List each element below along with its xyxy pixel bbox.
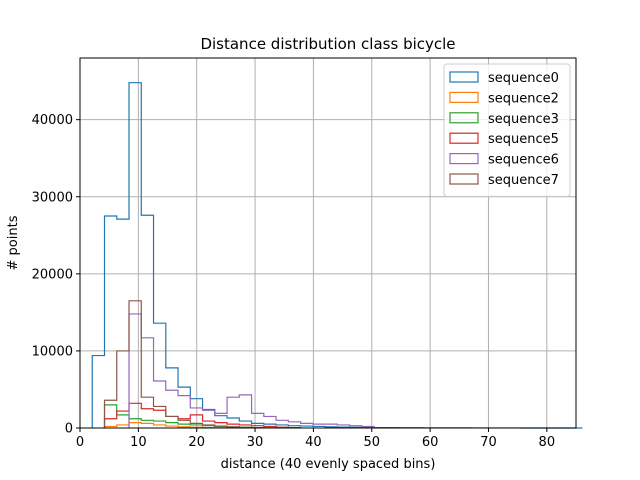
- x-tick-label: 80: [539, 435, 556, 450]
- x-tick-label: 0: [76, 435, 84, 450]
- series-step-sequence6: [128, 313, 375, 428]
- series-step-sequence7: [103, 300, 265, 429]
- legend-swatch: [449, 71, 479, 83]
- y-tick-label: 10000: [32, 344, 73, 359]
- y-tick-label: 20000: [32, 267, 73, 282]
- legend-swatch: [449, 91, 479, 104]
- legend: sequence0 sequence2 sequence3 sequence5 sequ…: [443, 63, 571, 197]
- x-axis-label: distance (40 evenly spaced bins): [221, 457, 436, 472]
- legend-label: sequence5: [488, 132, 559, 147]
- chart-title: Distance distribution class bicycle: [200, 35, 455, 53]
- plot-frame: [79, 57, 577, 429]
- legend-swatch: [449, 112, 479, 124]
- ticks: 0 10 20 30 40 50 60 70 80 0 10000 20000 30000 40000: [32, 113, 555, 450]
- x-tick-label: 50: [363, 435, 380, 450]
- legend-label: sequence6: [488, 153, 559, 168]
- x-tick-label: 10: [130, 435, 147, 450]
- legend-label: sequence3: [488, 112, 559, 127]
- x-tick-label: 60: [422, 435, 439, 450]
- legend-swatch: [449, 153, 479, 165]
- series-step-sequence5: [103, 402, 302, 429]
- legend-label: sequence0: [488, 71, 559, 86]
- legend-label: sequence7: [488, 173, 559, 188]
- y-axis-label: # points: [6, 215, 21, 270]
- legend-swatch: [449, 173, 479, 185]
- x-tick-label: 20: [188, 435, 205, 450]
- x-tick-label: 30: [247, 435, 264, 450]
- x-tick-label: 40: [305, 435, 322, 450]
- y-tick-label: 40000: [32, 113, 73, 128]
- y-tick-label: 30000: [32, 190, 73, 205]
- x-tick-label: 70: [480, 435, 497, 450]
- legend-swatch: [449, 132, 479, 144]
- y-tick-label: 0: [65, 422, 73, 437]
- legend-label: sequence2: [488, 91, 559, 106]
